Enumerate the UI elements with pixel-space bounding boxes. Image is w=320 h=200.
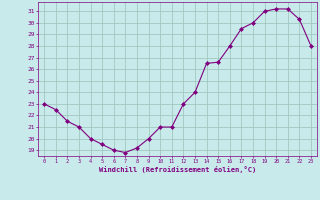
X-axis label: Windchill (Refroidissement éolien,°C): Windchill (Refroidissement éolien,°C) <box>99 166 256 173</box>
